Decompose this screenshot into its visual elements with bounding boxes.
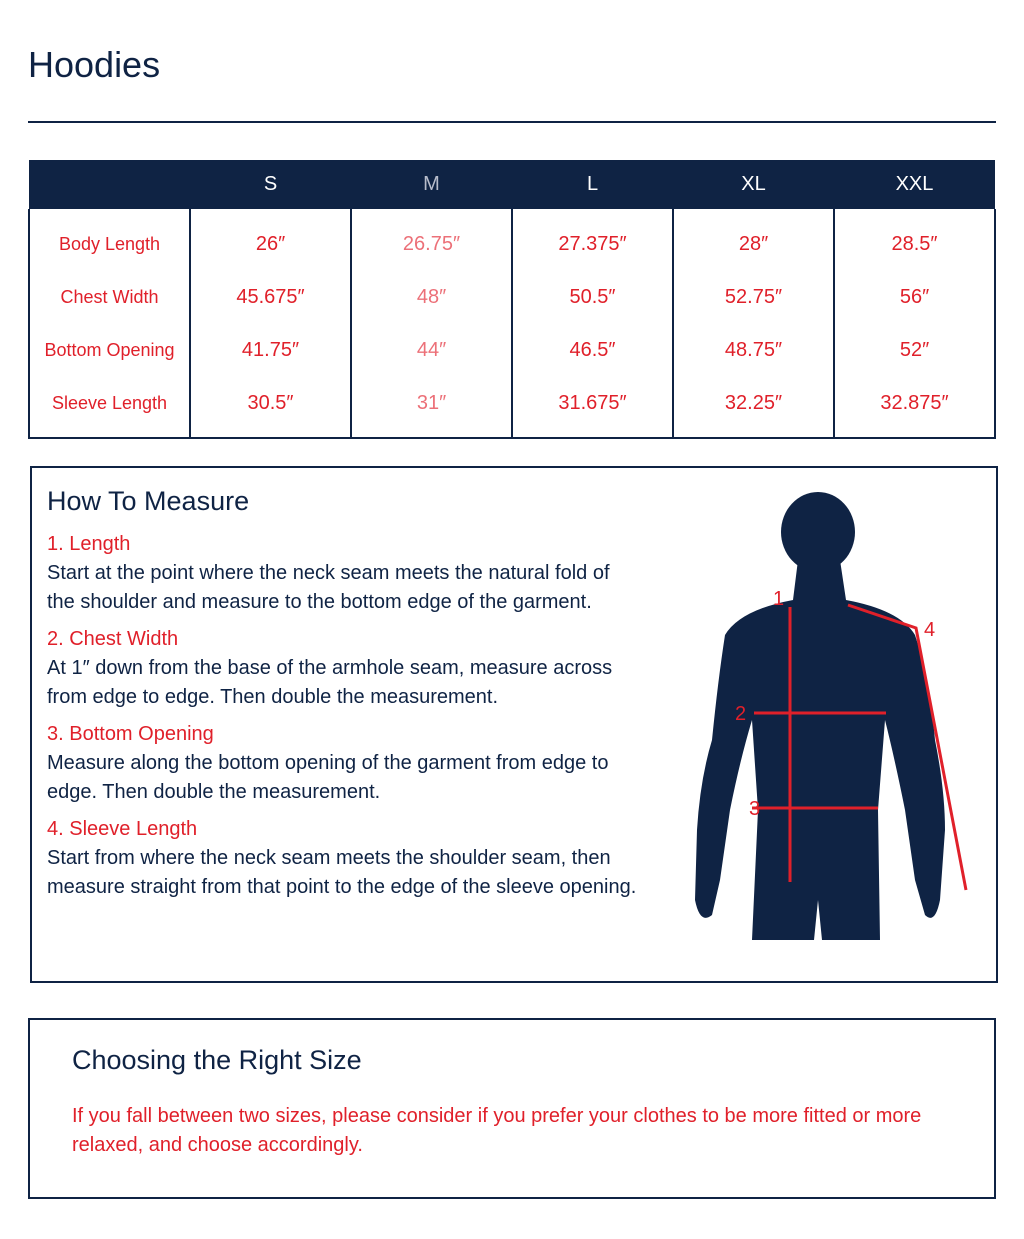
- size-value: 30.5″: [189, 377, 351, 439]
- step: 4. Sleeve Length Start from where the nec…: [47, 815, 637, 902]
- row-label: Chest Width: [28, 271, 190, 324]
- step-text: Measure along the bottom opening of the …: [47, 752, 609, 803]
- size-value: 28″: [672, 209, 834, 271]
- figure-label: 1: [773, 588, 784, 610]
- size-value: 27.375″: [511, 209, 673, 271]
- row-label: Body Length: [28, 209, 190, 271]
- size-header: M: [351, 160, 512, 209]
- measure-title: How To Measure: [47, 486, 250, 516]
- table-row: Chest Width 45.675″ 48″ 50.5″ 52.75″ 56″: [28, 271, 996, 324]
- size-value: 44″: [350, 324, 512, 377]
- size-value: 46.5″: [511, 324, 673, 377]
- step-heading: 2. Chest Width: [47, 628, 179, 650]
- step-heading: 3. Bottom Opening: [47, 723, 214, 745]
- step: 2. Chest Width At 1″ down from the base o…: [47, 625, 637, 712]
- table-body: Body Length 26″ 26.75″ 27.375″ 28″ 28.5″ Chest…: [28, 209, 996, 439]
- size-value: 32.25″: [672, 377, 834, 439]
- head: [781, 492, 855, 572]
- choosing-title: Choosing the Right Size: [72, 1045, 362, 1075]
- step-heading: 4. Sleeve Length: [47, 818, 198, 840]
- size-value: 52.75″: [672, 271, 834, 324]
- step-text: At 1″ down from the base of the armhole …: [47, 657, 613, 708]
- header-corner: [29, 160, 190, 209]
- size-value: 48″: [350, 271, 512, 324]
- size-header: S: [190, 160, 351, 209]
- size-value: 31.675″: [511, 377, 673, 439]
- step-text: Start from where the neck seam meets the…: [47, 847, 637, 898]
- figure-label: 3: [749, 798, 760, 820]
- size-value: 28.5″: [833, 209, 996, 271]
- figure-label: 2: [735, 703, 746, 725]
- size-value: 50.5″: [511, 271, 673, 324]
- body-figure: 1 2 3 4: [695, 492, 968, 940]
- row-label: Sleeve Length: [28, 377, 190, 439]
- table-row: Body Length 26″ 26.75″ 27.375″ 28″ 28.5″: [28, 209, 996, 271]
- divider: [28, 121, 996, 123]
- step: 3. Bottom Opening Measure along the botto…: [47, 720, 637, 807]
- choosing-box: [28, 1018, 996, 1199]
- measure-box: [30, 466, 998, 983]
- size-value: 56″: [833, 271, 996, 324]
- size-value: 26.75″: [350, 209, 512, 271]
- size-table: S M L XL XXL Body Length 26″ 26.75″ 27.375″ 28″ 2…: [28, 160, 996, 439]
- step: 1. Length Start at the point where the ne…: [47, 530, 637, 617]
- size-value: 48.75″: [672, 324, 834, 377]
- table-row: Bottom Opening 41.75″ 44″ 46.5″ 48.75″ 52″: [28, 324, 996, 377]
- size-value: 26″: [189, 209, 351, 271]
- size-value: 52″: [833, 324, 996, 377]
- sleeve-line: [847, 603, 968, 891]
- header-row: S M L XL XXL: [29, 160, 995, 209]
- size-value: 32.875″: [833, 377, 996, 439]
- torso: [695, 560, 945, 940]
- size-header: XXL: [834, 160, 995, 209]
- measure-steps: 1. Length Start at the point where the ne…: [47, 530, 637, 910]
- row-label: Bottom Opening: [28, 324, 190, 377]
- table-row: Sleeve Length 30.5″ 31″ 31.675″ 32.25″ 32.875…: [28, 377, 996, 439]
- size-value: 31″: [350, 377, 512, 439]
- choosing-text: If you fall between two sizes, please co…: [72, 1105, 922, 1156]
- page-title: Hoodies: [28, 44, 161, 85]
- size-header: L: [512, 160, 673, 209]
- size-header: XL: [673, 160, 834, 209]
- figure-label: 4: [924, 619, 935, 641]
- size-value: 45.675″: [189, 271, 351, 324]
- step-text: Start at the point where the neck seam m…: [47, 562, 610, 613]
- step-heading: 1. Length: [47, 533, 131, 555]
- size-value: 41.75″: [189, 324, 351, 377]
